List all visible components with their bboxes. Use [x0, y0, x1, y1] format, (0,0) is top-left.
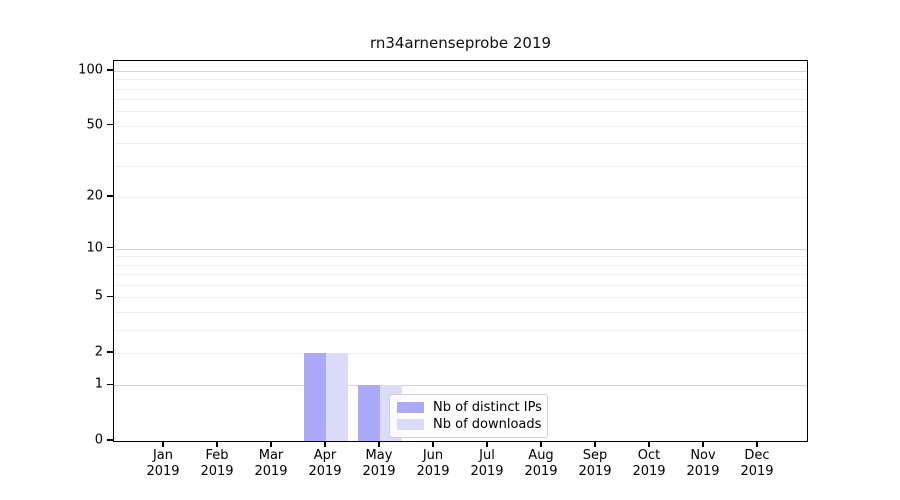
- minor-gridline: [114, 196, 807, 198]
- minor-gridline: [114, 125, 807, 127]
- x-tick-label-sep: Sep 2019: [578, 448, 612, 479]
- y-tick-label: 0: [94, 432, 103, 448]
- minor-gridline: [114, 111, 807, 113]
- y-tick-label: 5: [94, 288, 103, 304]
- bar-distinct-ips-may: [358, 385, 380, 441]
- minor-gridline: [114, 312, 807, 313]
- downloads-swatch: [397, 419, 424, 430]
- x-tick-mark: [270, 442, 272, 447]
- y-tick-mark: [107, 195, 113, 197]
- y-tick-mark: [107, 295, 113, 298]
- x-tick-mark: [432, 442, 434, 447]
- x-tick-label-aug: Aug 2019: [524, 448, 558, 479]
- y-tick-mark: [107, 69, 113, 71]
- distinct-ips-swatch: [397, 402, 424, 413]
- x-tick-mark: [378, 442, 380, 447]
- minor-gridline: [114, 297, 807, 299]
- bar-downloads-apr: [326, 352, 348, 441]
- minor-gridline: [114, 99, 807, 101]
- x-tick-label-jul: Jul 2019: [470, 448, 504, 479]
- bar-distinct-ips-apr: [304, 352, 326, 441]
- minor-gridline: [114, 285, 807, 286]
- y-tick-mark: [107, 383, 113, 386]
- y-tick-mark: [107, 124, 113, 126]
- minor-gridline: [114, 143, 807, 145]
- plot-area: Nb of distinct IPs Nb of downloads: [113, 60, 808, 442]
- minor-gridline: [114, 329, 807, 331]
- y-tick-label: 20: [86, 188, 103, 204]
- chart-legend: Nb of distinct IPs Nb of downloads: [389, 394, 548, 438]
- y-tick-label: 50: [86, 117, 103, 133]
- legend-label: Nb of distinct IPs: [433, 400, 542, 415]
- x-tick-label-may: May 2019: [362, 448, 396, 479]
- x-tick-mark: [216, 442, 218, 447]
- y-tick-mark: [107, 439, 113, 441]
- y-tick-mark: [107, 247, 113, 249]
- x-tick-mark: [756, 442, 758, 447]
- y-tick-label: 1: [94, 376, 103, 392]
- x-tick-mark: [540, 442, 542, 447]
- legend-item-distinct-ips: Nb of distinct IPs: [397, 400, 542, 415]
- minor-gridline: [114, 256, 807, 258]
- x-tick-mark: [162, 442, 164, 447]
- minor-gridline: [114, 88, 807, 90]
- minor-gridline: [114, 274, 807, 276]
- x-tick-label-apr: Apr 2019: [308, 448, 342, 479]
- x-tick-label-mar: Mar 2019: [254, 448, 288, 479]
- legend-label: Nb of downloads: [433, 417, 542, 432]
- x-tick-mark: [486, 442, 488, 447]
- x-tick-mark: [324, 442, 326, 447]
- x-tick-label-jun: Jun 2019: [416, 448, 450, 479]
- minor-gridline: [114, 264, 807, 266]
- x-tick-label-jan: Jan 2019: [146, 448, 180, 479]
- y-tick-label: 100: [78, 62, 103, 78]
- x-tick-mark: [702, 442, 704, 447]
- major-gridline: [114, 248, 807, 250]
- legend-item-downloads: Nb of downloads: [397, 417, 542, 432]
- minor-gridline: [114, 165, 807, 167]
- major-gridline: [114, 71, 807, 72]
- x-tick-mark: [648, 442, 650, 447]
- minor-gridline: [114, 79, 807, 81]
- chart-title: rn34arnenseprobe 2019: [369, 34, 552, 52]
- y-tick-label: 2: [94, 344, 103, 360]
- major-gridline: [114, 385, 807, 387]
- minor-gridline: [114, 352, 807, 354]
- y-tick-label: 10: [86, 240, 103, 256]
- x-tick-label-nov: Nov 2019: [686, 448, 720, 479]
- x-tick-label-oct: Oct 2019: [632, 448, 666, 479]
- x-tick-mark: [594, 442, 596, 447]
- x-tick-label-feb: Feb 2019: [200, 448, 234, 479]
- x-tick-label-dec: Dec 2019: [740, 448, 774, 479]
- y-tick-mark: [107, 351, 113, 353]
